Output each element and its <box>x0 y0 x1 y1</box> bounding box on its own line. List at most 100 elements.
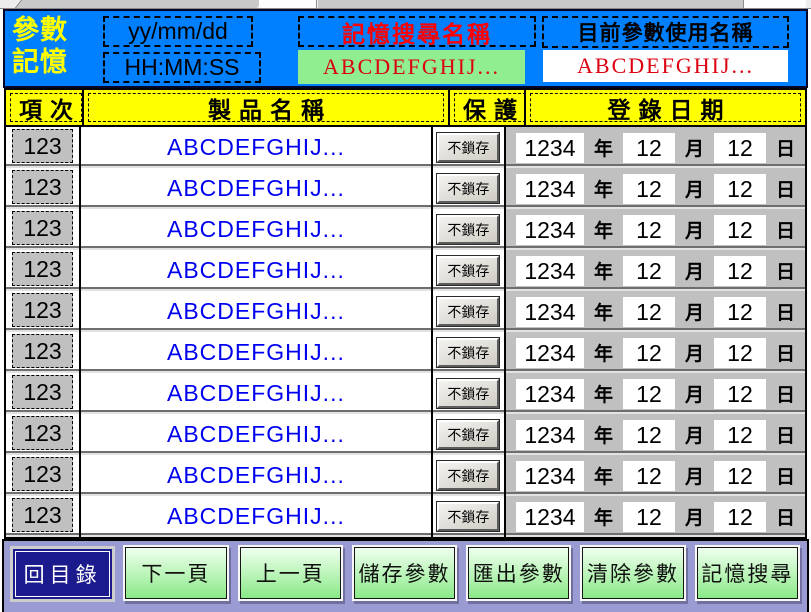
row-index-field[interactable]: 123 <box>12 375 74 409</box>
page-title: 參數 記憶 <box>12 15 68 79</box>
month-unit-label: 月 <box>684 139 704 160</box>
reg-month-value: 12 <box>622 501 675 532</box>
reg-day-value: 12 <box>713 337 766 368</box>
month-unit-label: 月 <box>684 344 704 365</box>
row-index-field[interactable]: 123 <box>12 498 74 532</box>
row-index-field[interactable]: 123 <box>12 457 74 491</box>
prev-page-button[interactable]: 上一頁 <box>239 547 341 599</box>
row-index-field[interactable]: 123 <box>12 129 74 163</box>
protect-toggle-button[interactable]: 不鎖存 <box>436 296 501 327</box>
row-reg-date-cell: 1234 年 12 月 12 日 <box>505 291 806 332</box>
next-page-button[interactable]: 下一頁 <box>125 547 227 599</box>
product-name-field[interactable]: ABCDEFGHIJ... <box>167 175 345 201</box>
row-product-name-cell: ABCDEFGHIJ... <box>81 332 433 373</box>
year-unit-label: 年 <box>593 303 613 324</box>
protect-toggle-button[interactable]: 不鎖存 <box>436 132 501 163</box>
memory-search-button[interactable]: 記憶搜尋 <box>696 547 798 599</box>
row-reg-date-cell: 1234 年 12 月 12 日 <box>505 373 806 414</box>
row-index-field[interactable]: 123 <box>12 334 74 368</box>
row-product-name-cell: ABCDEFGHIJ... <box>81 373 433 414</box>
row-product-name-cell: ABCDEFGHIJ... <box>81 127 433 168</box>
row-product-name-cell: ABCDEFGHIJ... <box>81 496 433 537</box>
table-row: 123 ABCDEFGHIJ... 不鎖存 1234 年 12 月 12 日 <box>6 127 806 168</box>
row-product-name-cell: ABCDEFGHIJ... <box>81 291 433 332</box>
reg-year-value: 1234 <box>515 460 584 491</box>
day-unit-label: 日 <box>775 344 795 365</box>
parameter-table: 項次 製品名稱 保護 登錄日期 123 ABCDEFGHIJ... 不鎖存 12… <box>4 88 807 539</box>
current-parameter-name-label: 目前參數使用名稱 <box>542 16 789 48</box>
day-unit-label: 日 <box>775 385 795 406</box>
row-index-cell: 123 <box>6 127 82 168</box>
protect-toggle-button[interactable]: 不鎖存 <box>436 460 501 491</box>
save-params-button[interactable]: 儲存參數 <box>353 547 456 599</box>
protect-toggle-button[interactable]: 不鎖存 <box>436 419 501 450</box>
reg-day-value: 12 <box>713 501 766 532</box>
month-unit-label: 月 <box>684 467 704 488</box>
header-bar: 參數 記憶 yy/mm/dd HH:MM:SS 記憶搜尋名稱 ABCDEFGHI… <box>3 9 808 88</box>
back-to-menu-button[interactable]: 回目錄 <box>10 546 116 602</box>
table-row: 123 ABCDEFGHIJ... 不鎖存 1234 年 12 月 12 日 <box>6 291 806 332</box>
reg-day-value: 12 <box>713 378 766 409</box>
day-unit-label: 日 <box>775 467 795 488</box>
year-unit-label: 年 <box>593 385 613 406</box>
clear-params-button[interactable]: 清除參數 <box>582 547 684 599</box>
row-index-field[interactable]: 123 <box>12 211 74 245</box>
product-name-field[interactable]: ABCDEFGHIJ... <box>167 380 345 406</box>
col-header-product-name: 製品名稱 <box>88 93 444 123</box>
protect-toggle-button[interactable]: 不鎖存 <box>436 255 501 286</box>
row-index-field[interactable]: 123 <box>12 416 74 450</box>
reg-day-value: 12 <box>713 255 766 286</box>
reg-year-value: 1234 <box>515 296 584 327</box>
product-name-field[interactable]: ABCDEFGHIJ... <box>167 339 345 365</box>
protect-toggle-button[interactable]: 不鎖存 <box>436 337 501 368</box>
reg-month-value: 12 <box>622 255 675 286</box>
protect-toggle-button[interactable]: 不鎖存 <box>436 378 501 409</box>
reg-year-value: 1234 <box>515 173 584 204</box>
row-index-field[interactable]: 123 <box>12 293 74 327</box>
year-unit-label: 年 <box>593 344 613 365</box>
table-row: 123 ABCDEFGHIJ... 不鎖存 1234 年 12 月 12 日 <box>6 414 806 455</box>
day-unit-label: 日 <box>775 139 795 160</box>
product-name-field[interactable]: ABCDEFGHIJ... <box>167 216 345 242</box>
reg-month-value: 12 <box>622 378 675 409</box>
row-index-cell: 123 <box>6 496 82 537</box>
current-parameter-name-display: ABCDEFGHIJ... <box>543 50 788 82</box>
product-name-field[interactable]: ABCDEFGHIJ... <box>167 503 345 529</box>
protect-toggle-button[interactable]: 不鎖存 <box>436 501 501 532</box>
reg-day-value: 12 <box>713 419 766 450</box>
reg-year-value: 1234 <box>515 255 584 286</box>
product-name-field[interactable]: ABCDEFGHIJ... <box>167 421 345 447</box>
export-params-button[interactable]: 匯出參數 <box>468 547 570 599</box>
reg-year-value: 1234 <box>515 378 584 409</box>
table-row: 123 ABCDEFGHIJ... 不鎖存 1234 年 12 月 12 日 <box>6 250 806 291</box>
row-index-field[interactable]: 123 <box>12 170 74 204</box>
row-index-field[interactable]: 123 <box>12 252 74 286</box>
table-row: 123 ABCDEFGHIJ... 不鎖存 1234 年 12 月 12 日 <box>6 209 806 250</box>
protect-toggle-button[interactable]: 不鎖存 <box>436 173 501 204</box>
reg-year-value: 1234 <box>515 501 584 532</box>
row-reg-date-cell: 1234 年 12 月 12 日 <box>505 414 806 455</box>
reg-day-value: 12 <box>713 296 766 327</box>
footer-button-bar: 回目錄 下一頁 上一頁 儲存參數 匯出參數 清除參數 記憶搜尋 <box>2 539 809 612</box>
memory-search-name-input[interactable]: ABCDEFGHIJ... <box>298 50 525 84</box>
time-display: HH:MM:SS <box>103 52 261 83</box>
protect-toggle-button[interactable]: 不鎖存 <box>436 214 501 245</box>
row-reg-date-cell: 1234 年 12 月 12 日 <box>505 168 806 209</box>
product-name-field[interactable]: ABCDEFGHIJ... <box>167 257 345 283</box>
tab-segment <box>14 0 264 8</box>
row-protect-cell: 不鎖存 <box>432 168 506 209</box>
table-row: 123 ABCDEFGHIJ... 不鎖存 1234 年 12 月 12 日 <box>6 455 806 496</box>
tab-segment <box>259 0 317 8</box>
window-tab-strip <box>0 0 811 9</box>
product-name-field[interactable]: ABCDEFGHIJ... <box>167 462 345 488</box>
year-unit-label: 年 <box>593 467 613 488</box>
year-unit-label: 年 <box>593 426 613 447</box>
product-name-field[interactable]: ABCDEFGHIJ... <box>167 298 345 324</box>
year-unit-label: 年 <box>593 221 613 242</box>
product-name-field[interactable]: ABCDEFGHIJ... <box>167 134 345 160</box>
reg-day-value: 12 <box>713 460 766 491</box>
year-unit-label: 年 <box>593 508 613 529</box>
day-unit-label: 日 <box>775 508 795 529</box>
row-protect-cell: 不鎖存 <box>432 373 506 414</box>
